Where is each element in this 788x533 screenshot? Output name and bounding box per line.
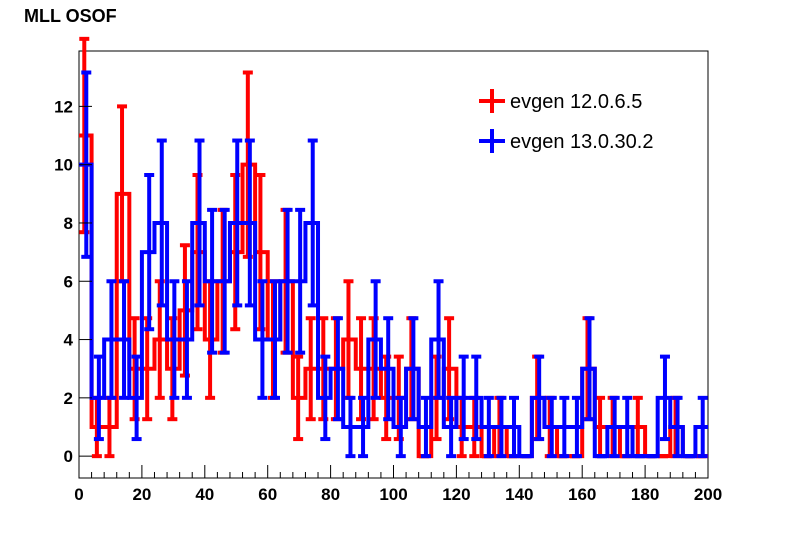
error-bar (446, 395, 457, 459)
error-bar (584, 316, 595, 422)
x-tick-label: 100 (379, 485, 407, 504)
error-bar (93, 354, 104, 442)
error-bar (119, 279, 130, 400)
error-bar (408, 316, 419, 422)
x-tick-label: 200 (694, 485, 722, 504)
y-tick-label: 12 (54, 97, 73, 116)
y-tick-label: 2 (64, 389, 73, 408)
error-bar (609, 395, 620, 459)
x-tick-label: 0 (74, 485, 83, 504)
x-tick-label: 180 (631, 485, 659, 504)
x-tick-label: 40 (195, 485, 214, 504)
error-bar (320, 354, 331, 442)
error-bar (269, 279, 280, 400)
error-bar (207, 207, 218, 355)
error-bar (458, 354, 469, 442)
x-tick-label: 160 (568, 485, 596, 504)
error-bar (295, 207, 306, 355)
error-bar (483, 395, 494, 459)
error-bar (244, 138, 255, 308)
x-tick-label: 20 (132, 485, 151, 504)
legend-item-1: evgen 12.0.6.5 (479, 89, 642, 113)
error-bar (305, 316, 316, 422)
y-tick-label: 10 (54, 156, 73, 175)
error-bar (571, 395, 582, 459)
error-bar (257, 279, 268, 400)
y-tick-label: 8 (64, 214, 73, 233)
series-layer (79, 36, 708, 459)
error-bar (395, 395, 406, 459)
error-bar (471, 354, 482, 442)
y-tick-label: 0 (64, 447, 73, 466)
legend-item-2: evgen 13.0.30.2 (479, 129, 653, 153)
error-bar (358, 395, 369, 459)
error-bar (219, 207, 230, 355)
x-tick-label: 80 (321, 485, 340, 504)
error-bar (370, 279, 381, 400)
error-bar (307, 138, 318, 308)
error-bar (383, 316, 394, 422)
error-bar (144, 172, 155, 332)
error-bar (232, 138, 243, 308)
x-tick-label: 120 (442, 485, 470, 504)
error-bar (659, 354, 670, 442)
error-bar (697, 395, 708, 459)
x-tick-label: 60 (258, 485, 277, 504)
error-bar (622, 395, 633, 459)
chart-title: MLL OSOF (24, 6, 117, 26)
error-bar (420, 395, 431, 459)
error-bar (169, 279, 180, 400)
error-bar (496, 395, 507, 459)
series-2 (79, 70, 708, 459)
x-tick-label: 140 (505, 485, 533, 504)
y-tick-label: 6 (64, 272, 73, 291)
error-bar (156, 138, 167, 308)
error-bar (433, 279, 444, 400)
legend: evgen 12.0.6.5 evgen 13.0.30.2 (479, 89, 653, 153)
error-bar (131, 354, 142, 442)
error-bar (559, 395, 570, 459)
error-bar (672, 395, 683, 459)
legend-label: evgen 12.0.6.5 (510, 91, 642, 113)
error-bar (194, 138, 205, 308)
error-bar (106, 279, 117, 400)
error-bar (546, 395, 557, 459)
y-tick-label: 4 (64, 331, 74, 350)
error-bar (345, 395, 356, 459)
error-bar (282, 207, 293, 355)
error-bar (293, 354, 304, 442)
error-bar (534, 354, 545, 442)
error-bar (181, 279, 192, 400)
axis-layer: 0 20 40 60 80 100 120 140 160 180 200 0 2 4 6 8 10 12 (54, 97, 722, 504)
legend-label: evgen 13.0.30.2 (510, 131, 653, 153)
error-bar (509, 395, 520, 459)
error-bar (332, 316, 343, 422)
